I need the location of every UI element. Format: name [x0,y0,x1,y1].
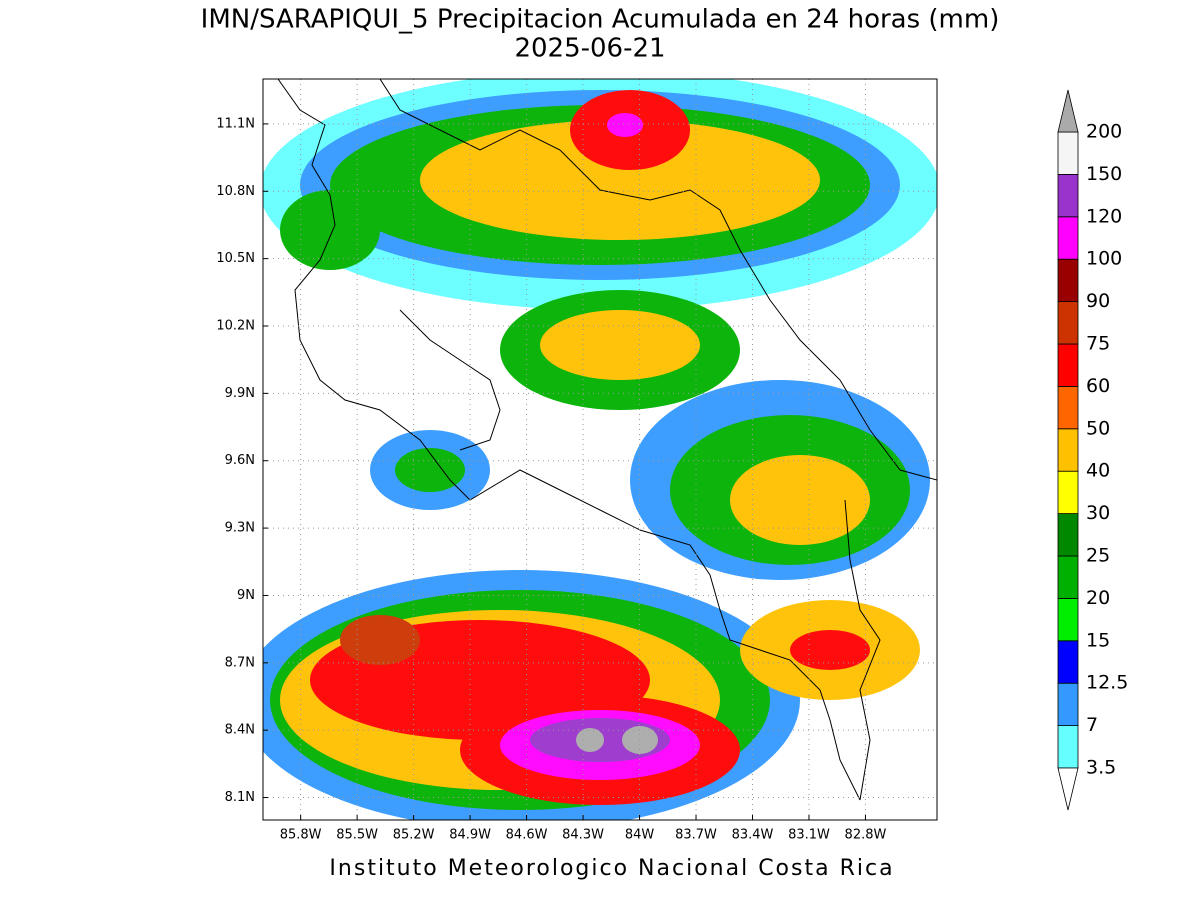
colorbar-label: 90 [1086,290,1110,312]
colorbar-label: 150 [1086,163,1122,185]
credit: Instituto Meteorologico Nacional Costa R… [329,856,894,881]
lon-tick-label: 82.8W [845,828,887,843]
lat-tick-label: 11.1N [216,116,255,131]
colorbar-box [1057,428,1079,472]
colorbar-label: 7 [1086,714,1098,736]
precipitation-field [263,79,937,820]
lon-tick-label: 84.6W [506,828,548,843]
lat-tick-label: 10.8N [216,184,255,199]
colorbar-box [1057,343,1079,387]
colorbar-box [1057,555,1079,599]
colorbar-label: 60 [1086,375,1110,397]
title: IMN/SARAPIQUI_5 Precipitacion Acumulada … [201,5,1000,35]
colorbar-label: 120 [1086,205,1122,227]
colorbar-box [1057,725,1079,769]
plot-frame [262,78,938,821]
colorbar-box [1057,301,1079,345]
lon-tick-label: 84W [625,828,655,843]
colorbar-box [1057,173,1079,218]
lon-tick-label: 84.9W [449,828,491,843]
lat-tick-label: 8.4N [225,723,255,738]
colorbar: 3.5 7 12.5 15 20 25 30 40 50 60 75 90 100 120 150 200 [1057,89,1128,811]
subtitle: 2025-06-21 [514,34,665,64]
colorbar-label: 15 [1086,629,1110,651]
colorbar-under [1057,767,1079,811]
lon-tick-label: 85.2W [393,828,435,843]
colorbar-box [1057,131,1079,175]
lon-tick-label: 83.1W [788,828,830,843]
lon-tick-label: 85.8W [280,828,322,843]
colorbar-label: 75 [1086,333,1110,355]
lat-tick-label: 10.5N [216,251,255,266]
colorbar-label: 200 [1086,121,1122,143]
lat-tick-label: 8.1N [225,790,255,805]
colorbar-label: 50 [1086,417,1110,439]
colorbar-box [1057,470,1079,515]
lat-tick-label: 10.2N [216,319,255,334]
colorbar-over [1057,89,1079,133]
lat-tick-label: 8.7N [225,655,255,670]
colorbar-label: 20 [1086,587,1110,609]
axes: 85.8W 85.5W 85.2W 84.9W 84.6W 84.3W 84W 83.7W 83… [216,116,886,842]
colorbar-box [1057,682,1079,727]
colorbar-box [1057,640,1079,684]
lat-tick-label: 9.6N [225,453,255,468]
colorbar-label: 12.5 [1086,672,1128,694]
lon-tick-label: 85.5W [336,828,378,843]
colorbar-box [1057,216,1079,260]
colorbar-label: 30 [1086,502,1110,524]
lat-tick-label: 9.3N [225,521,255,536]
colorbar-label: 3.5 [1086,757,1116,779]
lon-tick-label: 83.7W [675,828,717,843]
colorbar-label: 25 [1086,545,1110,567]
lat-tick-label: 9N [237,588,255,603]
colorbar-label: 100 [1086,248,1122,270]
colorbar-box [1057,513,1079,557]
colorbar-box [1057,385,1079,430]
colorbar-box [1057,258,1079,303]
grid [263,79,937,820]
colorbar-label: 40 [1086,460,1110,482]
lon-tick-label: 84.3W [562,828,604,843]
lat-tick-label: 9.9N [225,386,255,401]
lon-tick-label: 83.4W [732,828,774,843]
colorbar-box [1057,598,1079,642]
